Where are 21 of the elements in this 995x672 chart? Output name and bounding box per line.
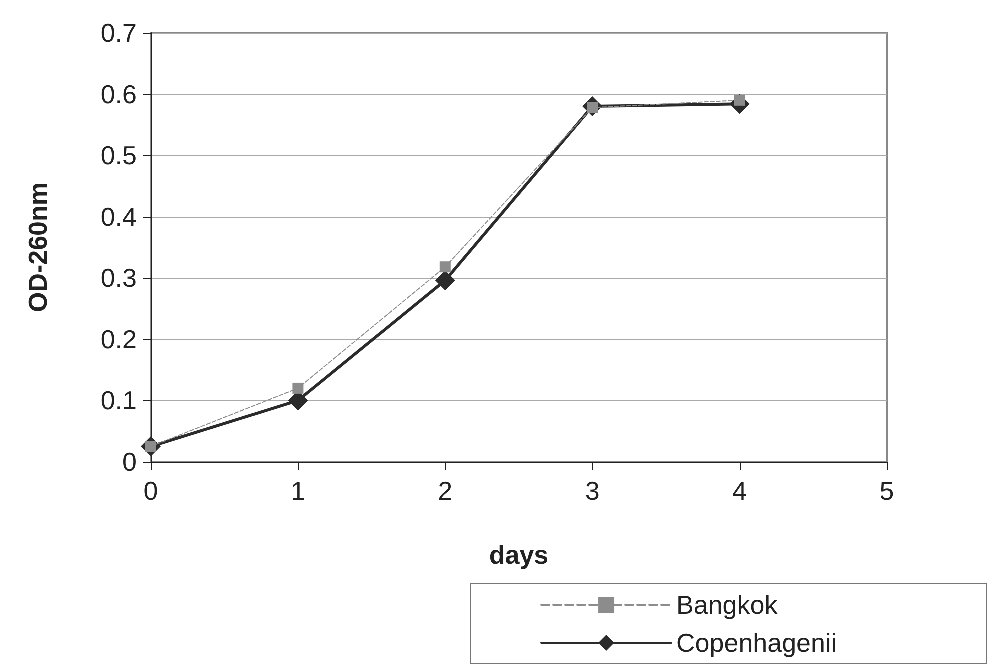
y-tick-label: 0.4 bbox=[100, 202, 137, 232]
legend-label: Copenhagenii bbox=[676, 628, 837, 658]
y-tick-label: 0.6 bbox=[100, 79, 137, 110]
y-axis-title: OD-260nm bbox=[23, 182, 53, 313]
point bbox=[435, 270, 456, 291]
x-tick-label: 4 bbox=[732, 476, 748, 506]
x-tick-label: 1 bbox=[290, 476, 306, 506]
y-tick-label: 0.2 bbox=[100, 324, 137, 354]
x-tick-label: 0 bbox=[144, 476, 158, 506]
x-tick-label: 5 bbox=[880, 476, 894, 506]
y-tick-label: 0.1 bbox=[100, 386, 137, 416]
x-tick-label: 3 bbox=[585, 476, 600, 506]
x-tick-label: 2 bbox=[438, 476, 453, 506]
point bbox=[292, 382, 304, 394]
x-axis-title: days bbox=[489, 540, 549, 570]
y-tick-label: 0 bbox=[122, 447, 137, 477]
point bbox=[440, 262, 451, 273]
legend-label: Bangkok bbox=[676, 590, 779, 620]
y-tick-label: 0.7 bbox=[100, 18, 137, 48]
y-tick-label: 0.3 bbox=[100, 263, 137, 294]
y-tick-label: 0.5 bbox=[100, 140, 137, 171]
